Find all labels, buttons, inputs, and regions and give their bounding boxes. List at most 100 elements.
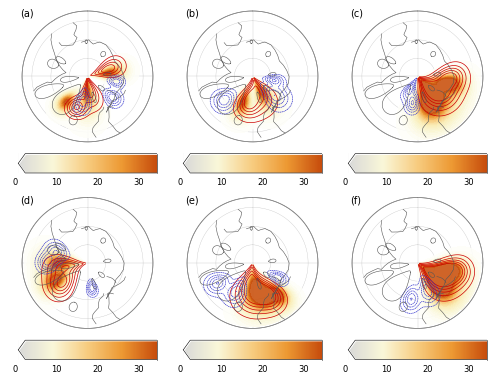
- Point: [84, 74, 92, 80]
- Text: 20: 20: [92, 365, 103, 374]
- Point: [248, 74, 256, 80]
- Point: [248, 74, 256, 80]
- Text: 10: 10: [382, 178, 392, 187]
- Point: [248, 74, 256, 80]
- Point: [248, 260, 256, 266]
- Point: [84, 260, 92, 266]
- Point: [248, 260, 256, 266]
- Point: [248, 260, 256, 266]
- Text: 20: 20: [258, 178, 268, 187]
- Point: [84, 74, 92, 80]
- Point: [414, 260, 422, 266]
- Point: [248, 74, 256, 80]
- Text: 20: 20: [258, 365, 268, 374]
- Point: [248, 260, 256, 266]
- Point: [248, 74, 256, 80]
- Point: [248, 74, 256, 80]
- Point: [248, 260, 256, 266]
- Point: [414, 260, 422, 266]
- Point: [414, 74, 422, 80]
- Point: [414, 260, 422, 266]
- Point: [84, 74, 92, 80]
- Point: [84, 74, 92, 80]
- Text: (a): (a): [20, 9, 34, 19]
- Point: [84, 74, 92, 80]
- Point: [414, 260, 422, 266]
- Point: [248, 74, 256, 80]
- Point: [84, 260, 92, 266]
- Point: [84, 74, 92, 80]
- Point: [84, 74, 92, 80]
- PathPatch shape: [22, 11, 153, 142]
- Point: [248, 260, 256, 266]
- Point: [248, 74, 256, 80]
- Point: [414, 260, 422, 266]
- Point: [84, 260, 92, 266]
- Point: [84, 74, 92, 80]
- Point: [414, 260, 422, 266]
- Point: [84, 74, 92, 80]
- Point: [84, 260, 92, 266]
- Point: [414, 74, 422, 80]
- Point: [84, 260, 92, 266]
- Text: 30: 30: [134, 178, 144, 187]
- Point: [84, 74, 92, 80]
- Point: [248, 260, 256, 266]
- Point: [84, 260, 92, 266]
- Point: [84, 260, 92, 266]
- Point: [414, 260, 422, 266]
- Point: [248, 74, 256, 80]
- Point: [248, 74, 256, 80]
- Point: [84, 260, 92, 266]
- Point: [414, 260, 422, 266]
- Point: [248, 260, 256, 266]
- Point: [414, 74, 422, 80]
- Point: [248, 260, 256, 266]
- Text: 20: 20: [422, 365, 433, 374]
- Point: [84, 74, 92, 80]
- Point: [248, 260, 256, 266]
- Point: [414, 260, 422, 266]
- Point: [414, 74, 422, 80]
- Point: [84, 74, 92, 80]
- Text: 10: 10: [52, 365, 62, 374]
- Point: [248, 260, 256, 266]
- Point: [248, 74, 256, 80]
- Point: [248, 74, 256, 80]
- Point: [84, 74, 92, 80]
- Point: [84, 74, 92, 80]
- Point: [248, 260, 256, 266]
- Point: [84, 74, 92, 80]
- Point: [414, 260, 422, 266]
- Point: [248, 74, 256, 80]
- Point: [248, 74, 256, 80]
- Point: [414, 74, 422, 80]
- Point: [84, 260, 92, 266]
- Point: [248, 74, 256, 80]
- Point: [414, 74, 422, 80]
- Point: [84, 260, 92, 266]
- Point: [84, 260, 92, 266]
- Point: [248, 260, 256, 266]
- Point: [414, 74, 422, 80]
- Text: 20: 20: [92, 178, 103, 187]
- Point: [414, 74, 422, 80]
- Text: (b): (b): [184, 9, 198, 19]
- Point: [414, 260, 422, 266]
- Point: [84, 74, 92, 80]
- Point: [84, 74, 92, 80]
- Point: [248, 260, 256, 266]
- Point: [84, 260, 92, 266]
- Point: [84, 74, 92, 80]
- Text: 0: 0: [343, 178, 348, 187]
- Point: [414, 260, 422, 266]
- Text: 10: 10: [382, 365, 392, 374]
- Point: [84, 260, 92, 266]
- Point: [248, 260, 256, 266]
- Point: [414, 260, 422, 266]
- Point: [414, 260, 422, 266]
- Point: [248, 74, 256, 80]
- Point: [84, 74, 92, 80]
- Point: [414, 260, 422, 266]
- Point: [84, 74, 92, 80]
